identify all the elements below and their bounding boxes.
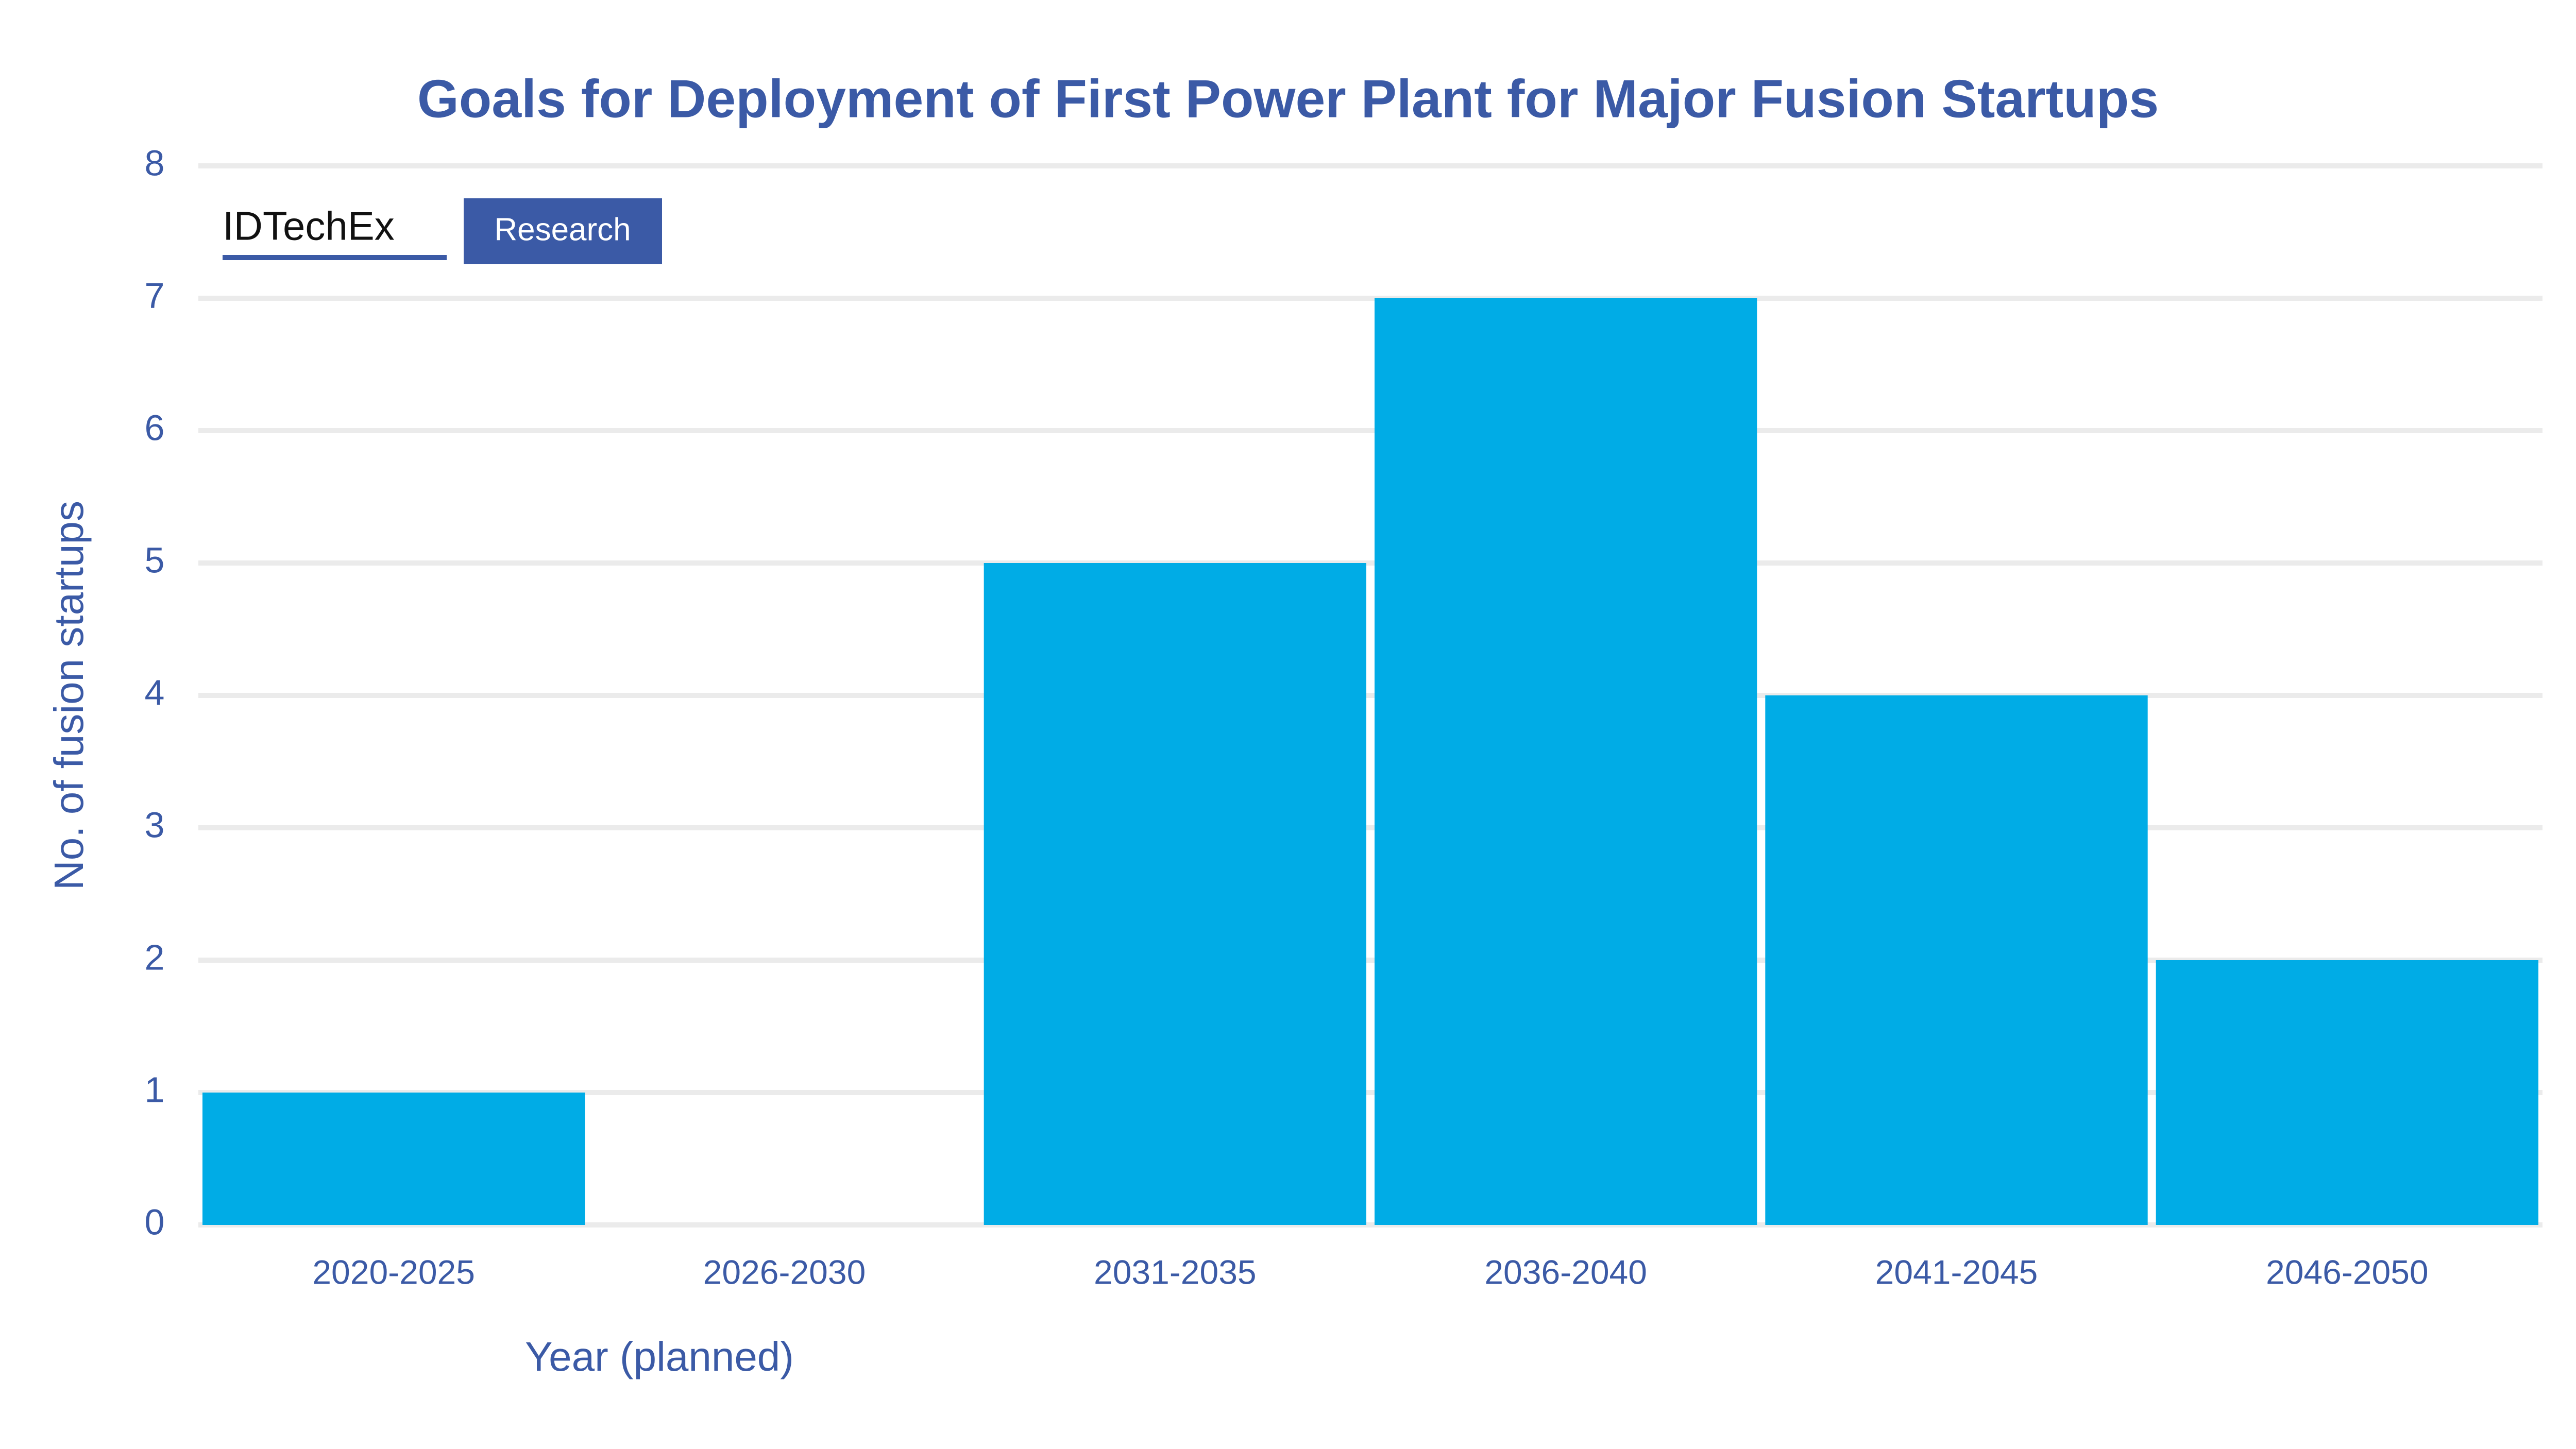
logo-tag-box [464, 198, 662, 264]
y-tick-label: 6 [145, 407, 165, 448]
bar [984, 563, 1366, 1225]
y-tick-label: 5 [145, 540, 165, 580]
y-tick-label: 0 [145, 1202, 165, 1242]
bar [202, 1093, 585, 1225]
x-axis-label: Year (planned) [525, 1334, 794, 1379]
x-tick-label: 2026-2030 [703, 1253, 866, 1291]
y-tick-label: 8 [145, 143, 165, 183]
y-axis-label: No. of fusion startups [46, 501, 92, 890]
logo-tag: Research [494, 212, 631, 247]
y-tick-label: 7 [145, 275, 165, 315]
bar [1375, 298, 1757, 1225]
chart-title: Goals for Deployment of First Power Plan… [417, 69, 2159, 129]
x-tick-label: 2036-2040 [1484, 1253, 1647, 1291]
bar [2156, 960, 2538, 1225]
bar [1765, 695, 2148, 1225]
y-tick-label: 1 [145, 1069, 165, 1110]
logo: IDTechEx Research [223, 198, 662, 264]
y-tick-label: 3 [145, 805, 165, 845]
y-tick-label: 2 [145, 937, 165, 977]
x-tick-label: 2041-2045 [1875, 1253, 2038, 1291]
x-tick-label: 2031-2035 [1094, 1253, 1257, 1291]
logo-underline [223, 255, 447, 260]
x-tick-label: 2046-2050 [2266, 1253, 2429, 1291]
y-tick-label: 4 [145, 672, 165, 712]
logo-brand: IDTechEx [223, 203, 395, 249]
x-tick-label: 2020-2025 [312, 1253, 475, 1291]
